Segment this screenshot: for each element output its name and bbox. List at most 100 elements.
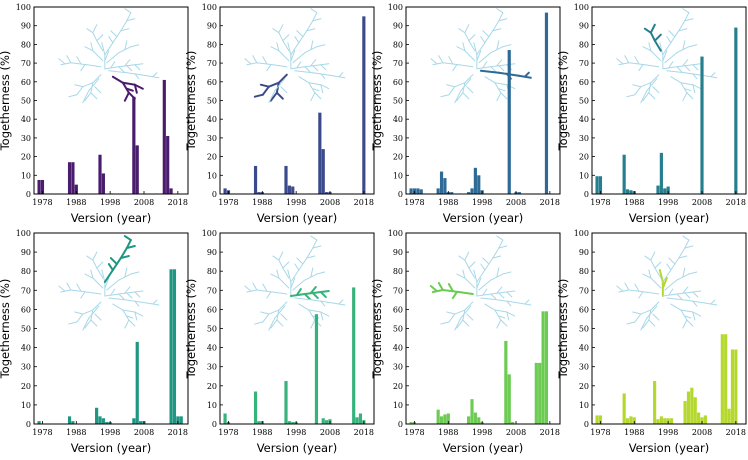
x-tick-label: 1988	[438, 428, 458, 437]
tree-branch	[640, 90, 648, 104]
bar-1987	[443, 178, 447, 194]
tree-branch	[74, 311, 84, 315]
bar-2005	[132, 96, 136, 194]
y-tick-label: 20	[21, 382, 31, 391]
tree-branch	[312, 12, 318, 22]
tree-branch	[678, 247, 686, 259]
tree-branch	[464, 251, 470, 261]
x-tick-label: 1988	[252, 428, 272, 437]
tree-branch	[496, 59, 503, 67]
tree-branch	[492, 247, 500, 259]
x-tick-label: 2018	[354, 428, 374, 437]
tree-branch	[124, 267, 128, 278]
y-axis-label: Togetherness (%)	[0, 51, 12, 152]
plot-frame	[219, 232, 375, 425]
tree-branch	[74, 84, 84, 88]
tree-branch	[684, 315, 692, 319]
tree-branch	[666, 297, 686, 301]
tree-branch	[668, 61, 674, 69]
tree-branch	[448, 56, 454, 65]
tree-branch	[96, 261, 104, 269]
y-tick-label: 40	[393, 115, 403, 124]
tree-branch	[276, 42, 280, 52]
y-tick-label: 70	[207, 286, 217, 295]
bar-1977	[409, 422, 413, 424]
inset-tree	[58, 8, 160, 104]
tree-branch	[320, 84, 324, 94]
x-tick-label: 2008	[134, 198, 154, 207]
y-tick-label: 70	[21, 59, 31, 68]
x-tick-label: 1988	[252, 198, 272, 207]
x-tick-label: 2008	[320, 198, 340, 207]
bar-1996	[659, 152, 663, 194]
bar-2007	[325, 192, 329, 194]
tree-branch	[88, 305, 100, 319]
y-tick-label: 50	[579, 97, 589, 106]
inset-tree	[616, 235, 718, 331]
tree-branch	[668, 30, 676, 38]
tree-branch	[316, 271, 326, 275]
tree-branch	[618, 62, 630, 66]
tree-branch	[682, 40, 686, 51]
tree-branch	[498, 88, 506, 92]
inset-tree	[244, 8, 346, 104]
tree-branch	[126, 12, 132, 22]
tree-branch	[468, 261, 476, 269]
tree-branch	[312, 88, 320, 92]
x-axis-label: Version (year)	[629, 211, 710, 225]
y-tick-label: 80	[579, 40, 589, 49]
tree-branch	[464, 259, 470, 269]
y-tick-label: 60	[393, 78, 403, 87]
tree-branch	[650, 74, 660, 84]
tree-branch	[306, 28, 316, 32]
tree-branch	[646, 305, 658, 319]
tree-highlight-branch	[311, 292, 319, 300]
tree-branch	[92, 24, 98, 34]
tree-branch	[466, 313, 474, 321]
tree-branch	[476, 277, 482, 289]
tree-highlight-branch	[103, 269, 114, 284]
tree-branch	[678, 28, 688, 32]
tree-branch	[266, 64, 272, 72]
tree-branch	[646, 78, 658, 92]
tree-branch	[294, 36, 300, 44]
tree-branch	[476, 269, 486, 283]
tree-branch	[58, 285, 66, 292]
tree-highlight-branch	[277, 73, 288, 84]
bar-2005	[132, 418, 136, 424]
tree-branch	[262, 56, 268, 65]
tree-branch	[320, 84, 330, 90]
tree-branch	[84, 273, 94, 279]
bar-2018	[362, 16, 366, 194]
tree-branch	[432, 62, 444, 66]
tree-branch	[128, 319, 136, 327]
tree-branch	[92, 32, 98, 42]
y-tick-label: 10	[393, 171, 403, 180]
bar-2007	[325, 420, 329, 424]
tree-highlight-branch	[437, 282, 444, 292]
y-tick-label: 50	[393, 97, 403, 106]
tree-branch	[502, 44, 512, 48]
bar-1996	[473, 167, 477, 194]
x-axis-label: Version (year)	[443, 441, 524, 455]
tree-branch	[680, 309, 688, 321]
tree-branch	[464, 74, 474, 84]
bar-1987	[257, 192, 261, 194]
x-tick-label: 2018	[168, 428, 188, 437]
tree-branch	[282, 40, 290, 52]
bar-2006	[321, 149, 325, 194]
bar-1988	[632, 417, 636, 424]
bar-1987	[71, 162, 75, 194]
tree-branch	[278, 32, 284, 42]
tree-branch	[262, 283, 268, 292]
y-tick-label: 10	[579, 171, 589, 180]
tree-branch	[82, 309, 94, 315]
x-tick-label: 1998	[658, 198, 678, 207]
tree-branch	[296, 61, 302, 69]
tree-branch	[308, 82, 322, 86]
tree-branch	[126, 315, 134, 319]
bar-1996	[473, 412, 477, 424]
tree-branch	[104, 66, 120, 70]
bar-1977	[223, 413, 227, 424]
